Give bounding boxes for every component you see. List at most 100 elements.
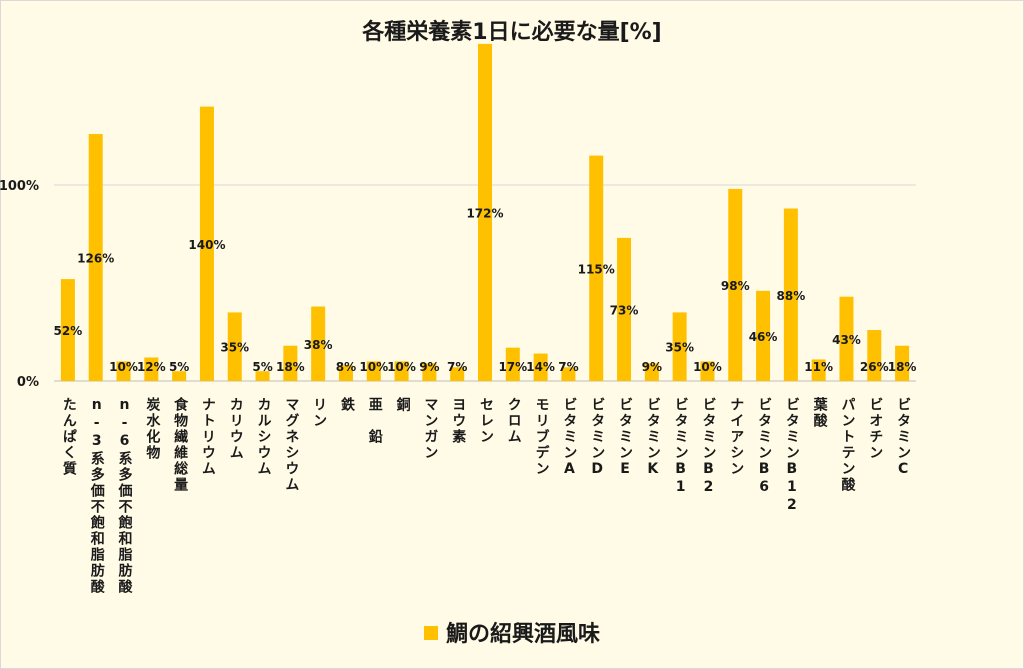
data-label: 88% (777, 289, 806, 303)
bar (478, 43, 492, 381)
category-label: 亜 鉛 (366, 397, 383, 445)
bar (366, 361, 381, 381)
category-label: ビタミンC (895, 397, 912, 479)
bar (700, 361, 715, 381)
data-label: 9% (419, 360, 439, 374)
category-label: パントテン酸 (839, 397, 856, 493)
data-label: 35% (220, 341, 249, 355)
bar (617, 237, 632, 381)
data-label: 17% (498, 360, 527, 374)
category-label: 鉄 (338, 397, 355, 413)
data-label: 115% (578, 262, 615, 276)
data-label: 46% (749, 330, 778, 344)
category-label: クロム (505, 397, 522, 445)
chart-title: 各種栄養素1日に必要な量[%] (362, 20, 662, 45)
category-label: ビタミンB1 (672, 397, 689, 497)
category-label: ビタミンD (589, 397, 606, 479)
category-label: 炭水化物 (144, 397, 161, 461)
y-tick-label: 100% (0, 179, 39, 194)
bar (144, 357, 159, 381)
category-label: 葉酸 (811, 397, 828, 429)
bar (255, 371, 270, 381)
bar (505, 347, 520, 381)
data-label: 38% (304, 338, 333, 352)
data-label: 98% (721, 279, 750, 293)
bar (88, 134, 103, 381)
bar (116, 361, 131, 381)
category-label: ビタミンE (617, 397, 634, 479)
category-label: 銅 (394, 397, 411, 413)
category-label: セレン (478, 397, 494, 445)
bar (60, 279, 75, 381)
y-tick-label: 0% (17, 375, 39, 390)
bar (199, 106, 214, 381)
legend-label: 鯛の紹興酒風味 (445, 622, 600, 647)
data-label: 9% (642, 360, 662, 374)
category-label: ビタミンK (644, 397, 661, 479)
bar (672, 312, 687, 381)
data-label: 14% (526, 360, 555, 374)
category-label: リン (311, 397, 328, 429)
data-label: 5% (169, 360, 189, 374)
category-label: ヨウ素 (450, 397, 467, 445)
data-label: 35% (665, 341, 694, 355)
bar (283, 345, 298, 381)
category-label: n-6系多価不飽和脂肪酸 (116, 397, 133, 595)
category-label: マンガン (422, 397, 439, 461)
category-label: ビタミンB2 (700, 397, 717, 497)
data-label: 5% (252, 360, 272, 374)
category-label: ナイアシン (728, 397, 745, 477)
bar (172, 371, 187, 381)
bar (338, 365, 353, 381)
data-label: 172% (466, 206, 503, 220)
data-label: 10% (359, 360, 388, 374)
data-label: 10% (387, 360, 416, 374)
data-label: 7% (447, 360, 467, 374)
data-label: 8% (336, 360, 356, 374)
bar (533, 353, 548, 381)
category-label: n-3系多価不飽和脂肪酸 (88, 397, 105, 595)
category-label: 食物繊維総量 (172, 397, 189, 493)
data-label: 140% (188, 238, 225, 252)
category-label: ナトリウム (199, 397, 216, 477)
data-label: 126% (77, 252, 114, 266)
bar (811, 359, 826, 381)
bar (227, 312, 242, 381)
category-label: ビタミンA (561, 397, 578, 479)
data-label: 18% (276, 360, 305, 374)
bar (561, 367, 576, 381)
bar (728, 188, 743, 381)
bar (450, 367, 465, 381)
data-label: 10% (109, 360, 138, 374)
bar (783, 208, 798, 381)
legend: 鯛の紹興酒風味 (0, 616, 1024, 648)
bar (867, 330, 882, 381)
category-label: カルシウム (255, 397, 272, 477)
bar (756, 290, 771, 381)
bar (422, 363, 437, 381)
data-label: 26% (860, 360, 889, 374)
bar (311, 306, 326, 381)
category-label: マグネシウム (283, 397, 300, 493)
bar (589, 155, 604, 381)
category-label: たんぱく質 (60, 397, 77, 477)
data-label: 18% (888, 360, 917, 374)
data-label: 7% (558, 360, 578, 374)
bar (895, 345, 910, 381)
category-label: ビタミンB6 (756, 397, 773, 497)
bar (644, 363, 659, 381)
data-label: 73% (610, 303, 639, 317)
data-label: 10% (693, 360, 722, 374)
data-label: 43% (832, 333, 861, 347)
data-label: 12% (137, 360, 166, 374)
bar (839, 296, 854, 381)
category-label: モリブデン (533, 397, 550, 477)
bar (394, 361, 409, 381)
data-label: 11% (804, 360, 833, 374)
category-label: カリウム (227, 397, 244, 461)
category-label: ビオチン (867, 397, 884, 461)
data-label: 52% (54, 324, 83, 338)
category-label: ビタミンB12 (783, 397, 800, 515)
legend-swatch (423, 626, 438, 640)
